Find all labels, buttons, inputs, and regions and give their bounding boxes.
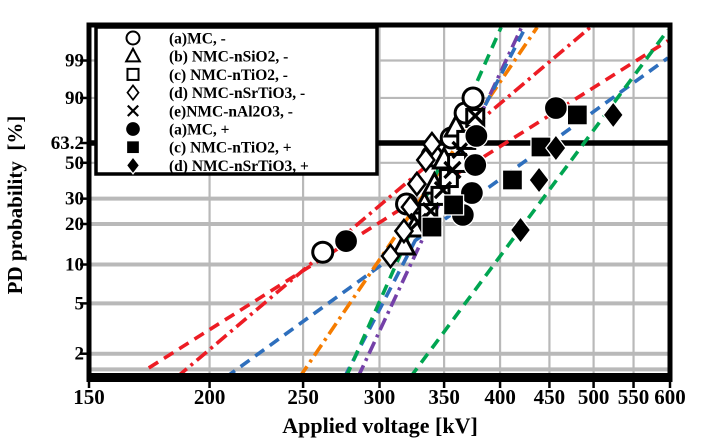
axis-ticks — [80, 59, 672, 388]
fit-line-srtio3-pos — [409, 28, 670, 377]
point-srtio3-neg — [406, 170, 428, 198]
y-tick-label: 99 — [65, 51, 84, 72]
legend-marker-srtio3-pos — [125, 155, 141, 175]
x-axis-band — [86, 373, 673, 382]
x-tick-label: 550 — [618, 385, 650, 409]
x-tick-label: 150 — [73, 385, 105, 409]
point-srtio3-pos — [602, 100, 625, 129]
point-mc-pos — [333, 228, 359, 254]
y-tick-label: 10 — [65, 255, 84, 276]
legend-marker-srtio3-neg — [126, 84, 140, 102]
point-srtio3-pos — [545, 133, 567, 163]
legend-label-srtio3-pos: (d) NMC-nSrTiO3, + — [169, 158, 309, 175]
y-tick-label: 5 — [75, 293, 85, 314]
point-al2o3-neg — [443, 160, 462, 180]
y-tick-labels: 99 90 63.250 30 20 10 5 2 — [51, 51, 84, 365]
legend-label-mc-neg: (a)MC, - — [169, 31, 226, 48]
legend-marker-al2o3-neg — [127, 104, 139, 117]
legend-box — [94, 25, 379, 176]
x-tick-label: 250 — [287, 385, 319, 409]
point-mc-neg — [461, 86, 485, 110]
fit-line-tio2-neg — [342, 26, 528, 377]
point-al2o3-neg — [421, 201, 440, 221]
x-axis-title: Applied voltage [kV] — [282, 413, 478, 438]
fit-line-tio2-pos — [224, 56, 669, 377]
x-tick-label: 200 — [194, 385, 226, 409]
legend-label-srtio3-neg: (d) NMC-nSrTiO3, - — [169, 85, 305, 102]
legend-label-al2o3-neg: (e)NMC-nAl2O3, - — [169, 103, 293, 120]
x-tick-labels: 150 200 250 300 350 400 450 500 550 600 — [73, 385, 686, 409]
point-srtio3-pos — [509, 215, 532, 245]
point-srtio3-pos — [528, 165, 550, 195]
point-srtio3-neg — [421, 130, 443, 158]
fit-lines — [147, 25, 670, 377]
point-srtio3-neg — [393, 217, 415, 245]
legend-marker-mc-neg — [125, 30, 141, 46]
legend-marker-sio2-neg — [124, 46, 142, 63]
legend-label-tio2-pos: (c) NMC-nTiO2, + — [169, 140, 292, 157]
x-tick-label: 450 — [534, 385, 566, 409]
point-tio2-pos — [421, 216, 443, 238]
legend-label-mc-pos: (a)MC, + — [169, 122, 230, 139]
x-tick-label: 350 — [428, 385, 460, 409]
legend: (a)MC, -(b) NMC-nSiO2, -(c) NMC-nTiO2, -… — [94, 25, 379, 176]
point-mc-pos — [464, 123, 489, 149]
y-tick-label: 63.2 — [51, 133, 84, 154]
y-tick-label: 50 — [65, 153, 84, 174]
fit-line-sio2-neg — [344, 26, 503, 377]
y-tick-label: 30 — [65, 189, 84, 210]
legend-marker-tio2-pos — [125, 140, 141, 155]
point-al2o3-neg — [433, 180, 453, 200]
x-tick-label: 400 — [484, 385, 516, 409]
point-tio2-pos — [501, 169, 524, 191]
legend-marker-mc-pos — [124, 120, 142, 138]
plot-frame — [86, 22, 673, 382]
point-mc-pos — [543, 95, 569, 121]
point-tio2-pos — [566, 104, 589, 126]
y-tick-label: 90 — [65, 88, 84, 109]
point-mc-pos — [463, 152, 488, 178]
point-sio2-neg — [390, 231, 417, 256]
data-markers — [311, 86, 625, 270]
point-mc-neg — [311, 240, 335, 264]
point-mc-pos — [459, 180, 485, 206]
x-tick-label: 300 — [364, 385, 396, 409]
y-tick-label: 2 — [75, 344, 85, 365]
y-axis-title: PD probability [%] — [3, 116, 27, 295]
fit-line-mc-neg — [175, 25, 592, 377]
point-al2o3-neg — [466, 106, 485, 126]
legend-label-sio2-neg: (b) NMC-nSiO2, - — [169, 49, 288, 66]
point-srtio3-neg — [400, 194, 421, 221]
legend-marker-tio2-neg — [126, 67, 140, 81]
x-tick-label: 600 — [654, 385, 686, 409]
point-srtio3-neg — [380, 242, 401, 270]
legend-label-tio2-neg: (c) NMC-nTiO2, - — [169, 67, 288, 84]
point-tio2-pos — [442, 194, 465, 216]
x-tick-label: 500 — [578, 385, 610, 409]
y-tick-label: 20 — [65, 214, 84, 235]
point-al2o3-neg — [451, 140, 470, 160]
